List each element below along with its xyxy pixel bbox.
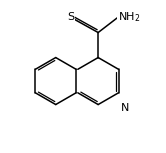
Text: S: S [67,12,74,22]
Text: NH$_2$: NH$_2$ [118,10,140,24]
Text: N: N [121,103,130,113]
